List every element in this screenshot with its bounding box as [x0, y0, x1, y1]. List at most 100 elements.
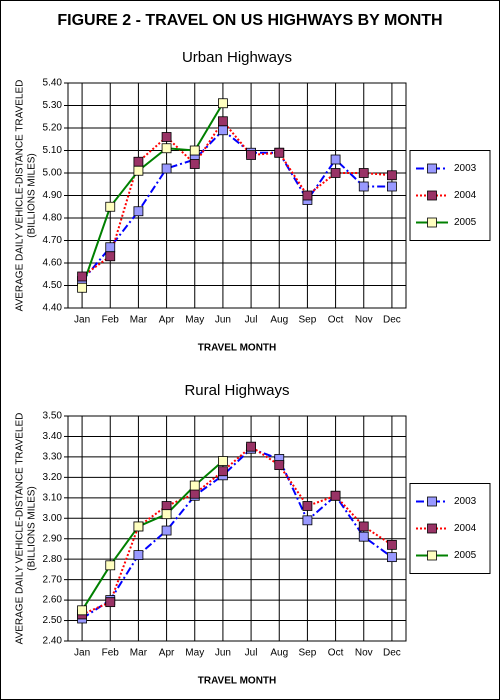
- marker: [105, 251, 116, 262]
- marker: [302, 501, 313, 511]
- marker: [161, 143, 172, 154]
- y-tick-label: 5.30: [43, 100, 63, 111]
- x-tick-label: Apr: [159, 315, 175, 326]
- marker: [358, 181, 369, 192]
- marker: [161, 163, 172, 174]
- plot-area: [67, 415, 407, 642]
- marker: [302, 190, 313, 201]
- x-tick-label: Mar: [130, 315, 148, 326]
- x-tick-label: Aug: [270, 648, 288, 659]
- y-tick-label: 2.60: [43, 595, 63, 606]
- y-tick-label: 4.70: [43, 235, 63, 246]
- y-axis-label: (BILLIONS MILES): [27, 153, 38, 237]
- legend-label: 2003: [454, 496, 477, 507]
- x-axis-label: TRAVEL MONTH: [198, 676, 277, 687]
- marker: [218, 456, 228, 466]
- marker: [302, 515, 313, 526]
- legend-box: [409, 150, 491, 241]
- marker: [218, 98, 228, 109]
- x-tick-label: Jun: [215, 648, 231, 659]
- marker: [189, 159, 200, 169]
- marker: [274, 147, 285, 158]
- marker: [218, 116, 228, 127]
- y-tick-label: 5.10: [43, 145, 63, 156]
- x-tick-label: Mar: [130, 648, 148, 659]
- y-tick-label: 3.10: [43, 492, 63, 503]
- y-tick-label: 5.20: [43, 123, 63, 134]
- marker: [105, 560, 116, 571]
- x-tick-label: Sep: [299, 315, 317, 326]
- marker: [330, 490, 341, 501]
- marker: [274, 460, 285, 470]
- marker: [387, 539, 397, 550]
- marker: [358, 531, 369, 542]
- y-tick-label: 3.30: [43, 452, 63, 463]
- x-tick-label: Dec: [383, 315, 401, 326]
- legend-marker: [427, 523, 437, 534]
- marker: [218, 125, 228, 136]
- y-tick-label: 5.00: [43, 168, 63, 179]
- legend-marker: [427, 550, 437, 561]
- x-tick-label: Jan: [74, 648, 90, 659]
- x-tick-label: Aug: [270, 315, 288, 326]
- marker: [161, 132, 172, 142]
- marker: [161, 509, 172, 520]
- y-tick-label: 2.70: [43, 574, 63, 585]
- y-tick-label: 3.00: [43, 513, 63, 524]
- x-tick-label: Jan: [74, 315, 90, 326]
- y-tick-label: 4.50: [43, 280, 63, 291]
- y-tick-label: 4.80: [43, 213, 63, 224]
- marker: [161, 501, 172, 511]
- y-tick-label: 4.90: [43, 190, 63, 201]
- marker: [133, 550, 144, 560]
- y-axis-label: AVERAGE DAILY VEHICLE-DISTANCE TRAVELED: [15, 413, 26, 645]
- x-tick-label: Jun: [215, 315, 231, 326]
- y-tick-label: 3.20: [43, 472, 63, 483]
- x-tick-label: Jul: [245, 648, 258, 659]
- marker: [105, 201, 116, 212]
- chart-title: Urban Highways: [182, 49, 292, 66]
- legend-label: 2005: [454, 217, 477, 228]
- x-tick-label: May: [185, 315, 204, 326]
- y-tick-label: 3.40: [43, 431, 63, 442]
- marker: [189, 145, 200, 156]
- marker: [77, 282, 87, 293]
- y-tick-label: 4.40: [43, 303, 63, 314]
- series-line: [81, 102, 224, 289]
- chart-title: Rural Highways: [184, 382, 289, 399]
- marker: [105, 242, 116, 253]
- marker: [387, 181, 397, 192]
- marker: [387, 552, 397, 563]
- marker: [387, 170, 397, 181]
- x-tick-label: Feb: [102, 315, 120, 326]
- legend-label: 2004: [454, 523, 477, 534]
- marker: [133, 521, 144, 532]
- y-tick-label: 5.40: [43, 78, 63, 89]
- series-line: [81, 447, 393, 620]
- x-axis-label: TRAVEL MONTH: [198, 343, 277, 354]
- marker: [189, 488, 200, 499]
- x-tick-label: Jul: [245, 315, 258, 326]
- legend-marker: [427, 217, 437, 228]
- legend-label: 2003: [454, 163, 477, 174]
- x-tick-label: May: [185, 648, 204, 659]
- legend-marker: [427, 190, 437, 201]
- marker: [133, 206, 144, 217]
- marker: [358, 521, 369, 532]
- legend-marker: [427, 496, 437, 507]
- marker: [133, 156, 144, 167]
- marker: [330, 154, 341, 165]
- y-tick-label: 4.60: [43, 258, 63, 269]
- x-tick-label: Oct: [328, 648, 344, 659]
- x-tick-label: Oct: [328, 315, 344, 326]
- y-tick-label: 2.90: [43, 533, 63, 544]
- marker: [246, 441, 256, 452]
- marker: [358, 168, 369, 178]
- marker: [246, 150, 256, 160]
- y-tick-label: 3.50: [43, 411, 63, 422]
- y-axis-label: AVERAGE DAILY VEHICLE-DISTANCE TRAVELED: [15, 80, 26, 312]
- legend-label: 2005: [454, 550, 477, 561]
- marker: [77, 271, 87, 282]
